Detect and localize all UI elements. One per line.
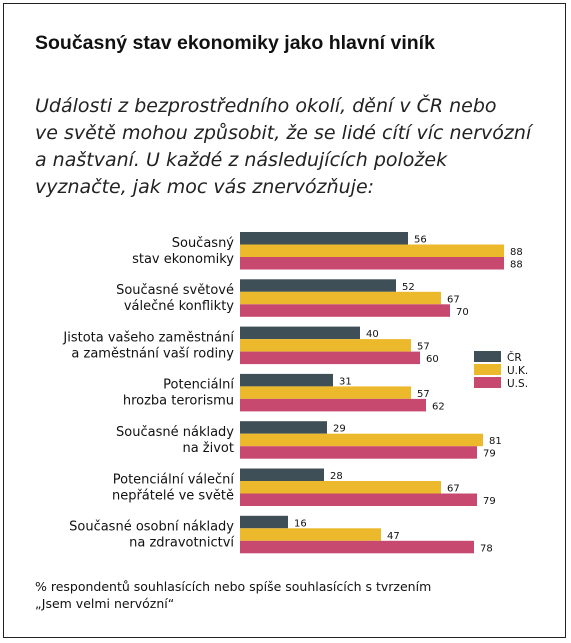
bar [240,232,408,245]
legend-swatch [474,351,501,362]
data-label: 16 [294,518,307,529]
category-label: Současné osobní náklady [69,520,234,535]
category-label: Potenciální váleční [113,472,235,487]
data-label: 56 [414,235,427,246]
data-label: 62 [432,401,445,412]
data-label: 40 [366,329,379,340]
legend-label: ČR [507,351,522,364]
data-label: 28 [330,471,343,482]
question-line: ve světě mohou způsobit, že se lidé cítí… [35,122,532,144]
data-label: 79 [483,449,496,460]
category-label: nepřátelé ve světě [112,488,234,503]
data-label: 67 [447,484,460,495]
data-label: 60 [426,354,439,365]
legend-swatch [474,377,501,388]
bar [240,373,333,387]
footnote-line: „Jsem velmi nervózní“ [35,596,175,611]
category-label: na zdravotnictví [129,536,234,551]
bar [240,398,426,412]
data-label: 70 [456,307,469,318]
category-label: na život [182,441,234,456]
data-label: 88 [510,247,523,258]
bar [240,515,288,529]
footnote: % respondentů souhlasících nebo spíše so… [35,578,431,612]
bar [240,339,411,352]
category-label: Současné světové [116,283,234,298]
bar [240,257,504,270]
question-line: vyznačte, jak moc vás znervózňuje: [35,176,375,198]
data-label: 78 [480,543,493,554]
bar [240,291,441,305]
data-label: 67 [447,294,460,305]
survey-question: Události z bezprostředního okolí, dění v… [35,93,545,201]
data-label: 57 [417,389,430,400]
chart-title: Současný stav ekonomiky jako hlavní viní… [35,32,435,54]
question-line: Události z bezprostředního okolí, dění v… [35,95,497,117]
bar [240,528,381,541]
bar [240,493,477,506]
bar [240,244,504,257]
data-label: 79 [483,496,496,507]
question-line: a naštvaní. U každé z následujících polo… [35,149,448,171]
bar [240,421,327,434]
data-label: 88 [510,260,523,271]
data-label: 47 [387,531,400,542]
category-label: stav ekonomiky [132,252,234,267]
bar [240,468,324,481]
category-label: válečné konflikty [124,299,234,314]
footnote-line: % respondentů souhlasících nebo spíše so… [35,579,432,594]
category-label: Současný [172,236,235,251]
bar [240,446,477,459]
bar [240,386,411,399]
bar [240,326,360,340]
bar [240,540,474,554]
category-label: Potenciální [163,378,234,393]
category-label: hrozba terorismu [123,394,234,409]
bar [240,481,441,494]
bar [240,433,483,447]
legend-label: U.S. [507,378,528,390]
category-label: Současné náklady [116,425,234,440]
legend-swatch [474,364,501,375]
category-label: a zaměstnání vaší rodiny [71,346,234,361]
bar [240,279,396,292]
data-label: 57 [417,342,430,353]
bar [240,351,420,365]
category-label: Jistota vašeho zaměstnání [62,330,234,345]
legend-label: U.K. [507,365,528,377]
bar [240,304,450,317]
data-label: 31 [339,376,352,387]
data-label: 29 [333,424,346,435]
data-label: 81 [489,436,502,447]
data-label: 52 [402,282,415,293]
